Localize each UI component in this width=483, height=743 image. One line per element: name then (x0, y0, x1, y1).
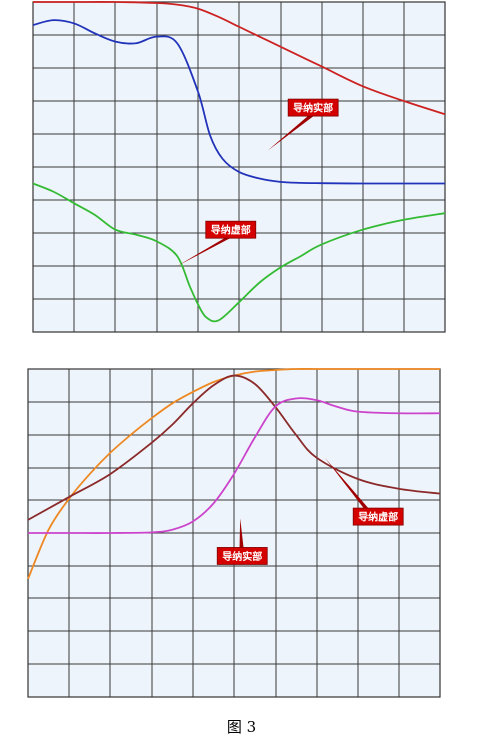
callout-box (287, 98, 339, 117)
callout-box (205, 220, 257, 239)
annotation-label-1: 导纳虚部 (358, 511, 398, 524)
annotation-label-2: 导纳虚部 (211, 224, 251, 237)
annotation-label-1: 导纳实部 (293, 102, 333, 115)
annotation-label-2: 导纳实部 (222, 550, 262, 563)
series-line-3 (32, 182, 446, 323)
callout-pointer (267, 114, 317, 151)
series-line-1 (27, 368, 440, 580)
callout-pointer (177, 236, 234, 266)
figure-caption: 图 3 (226, 718, 257, 736)
callout-box (216, 547, 268, 565)
series-line-3 (28, 397, 441, 534)
callout-pointer (324, 457, 382, 524)
series-line-2 (32, 19, 445, 185)
series-line-1 (32, 1, 446, 116)
callout-box (352, 507, 404, 526)
plot-frame (32, 1, 446, 333)
series-line-2 (27, 374, 441, 521)
